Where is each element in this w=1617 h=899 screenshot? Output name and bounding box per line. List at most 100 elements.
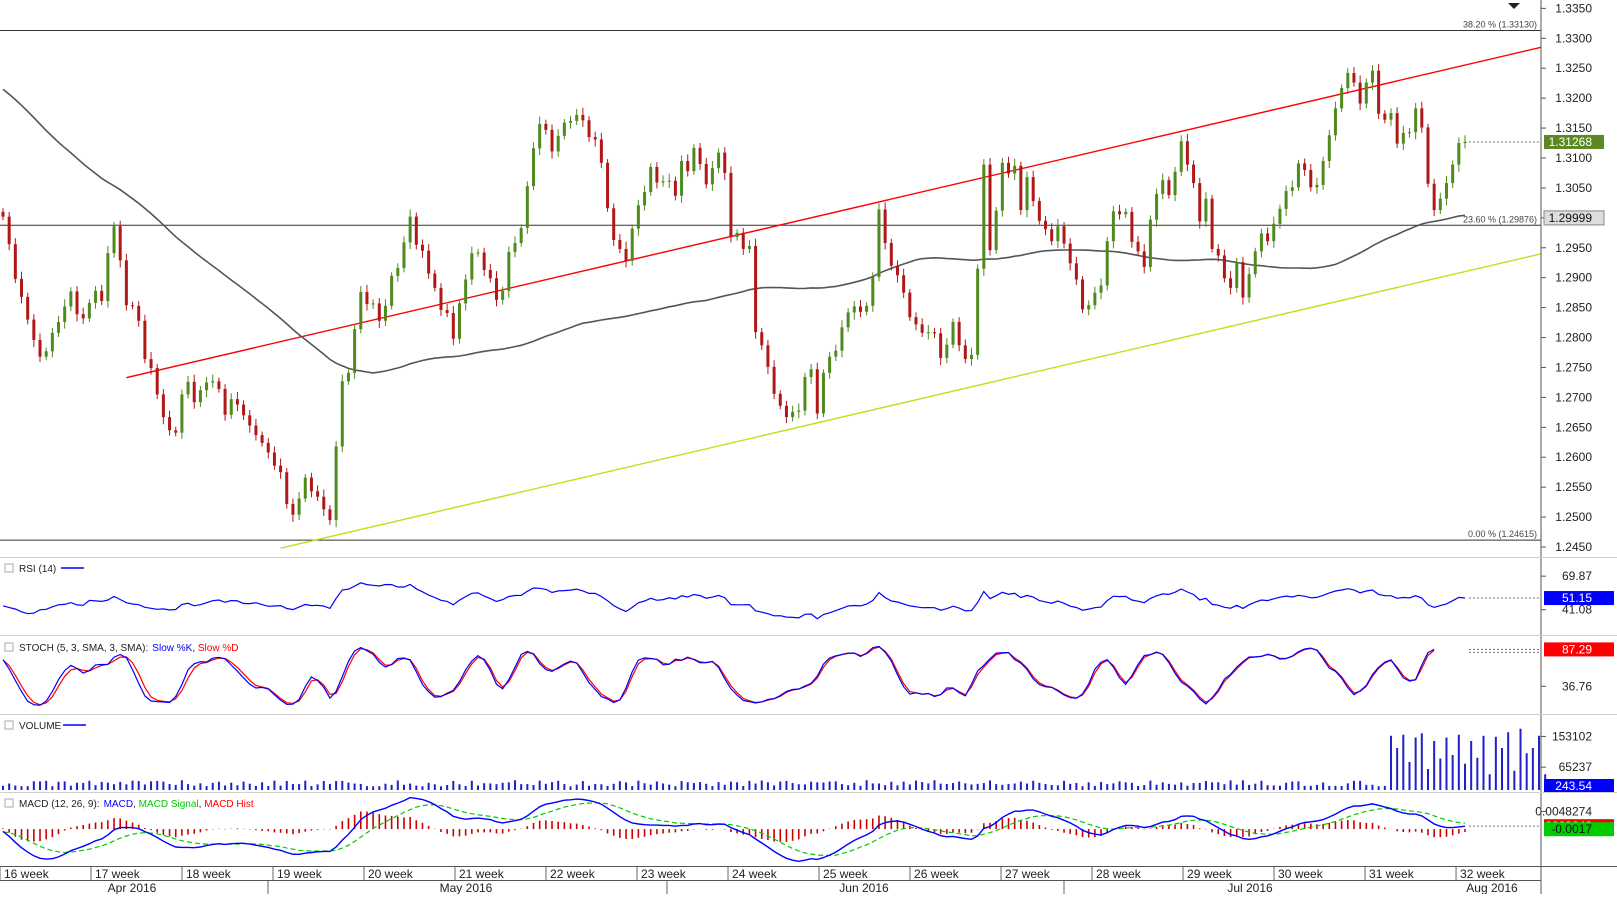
toggle-icon[interactable] bbox=[4, 563, 14, 573]
candlestick bbox=[939, 327, 943, 366]
candlestick bbox=[1007, 156, 1011, 178]
volume-bar bbox=[1494, 736, 1497, 790]
candlestick bbox=[1216, 244, 1220, 262]
volume-bar bbox=[94, 785, 97, 790]
volume-bar bbox=[655, 781, 658, 790]
candle-body bbox=[982, 164, 986, 269]
candlestick bbox=[390, 272, 394, 310]
candlestick bbox=[316, 485, 320, 501]
candle-body bbox=[488, 269, 492, 279]
toggle-icon[interactable] bbox=[4, 798, 14, 808]
candlestick bbox=[698, 143, 702, 170]
candle-body bbox=[624, 248, 628, 261]
volume-bar bbox=[779, 781, 782, 790]
volume-bar bbox=[415, 785, 418, 790]
volume-bar bbox=[439, 786, 442, 790]
candlestick bbox=[1284, 185, 1288, 217]
candle-body bbox=[87, 302, 91, 319]
candle-body bbox=[1235, 262, 1239, 288]
candlestick bbox=[1068, 238, 1072, 271]
rsi-axis-label: 69.87 bbox=[1562, 569, 1592, 583]
candlestick bbox=[1303, 158, 1307, 176]
channel-lower-line bbox=[280, 253, 1542, 549]
candlestick bbox=[575, 108, 579, 126]
candle-body bbox=[63, 306, 67, 322]
volume-bar bbox=[1137, 785, 1140, 790]
volume-bar bbox=[2, 785, 4, 790]
stoch-d-label: Slow %D bbox=[198, 643, 239, 654]
candlestick bbox=[396, 263, 400, 282]
macd-legend: MACD (12, 26, 9): MACD, MACD Signal, MACD… bbox=[4, 798, 254, 810]
candlestick bbox=[1383, 110, 1387, 124]
stoch-label: STOCH (5, 3, SMA, 3, SMA): Slow %K, Slow … bbox=[19, 643, 238, 654]
price-tick-label: 1.3200 bbox=[1555, 91, 1592, 105]
volume-bar bbox=[699, 782, 702, 790]
candle-body bbox=[1037, 201, 1041, 221]
volume-bar bbox=[248, 783, 251, 790]
candle-body bbox=[957, 321, 961, 346]
fibonacci-label: 38.20 % (1.33130) bbox=[1463, 20, 1537, 30]
candlestick bbox=[858, 299, 862, 318]
volume-bar bbox=[45, 780, 48, 790]
candle-body bbox=[118, 226, 122, 261]
volume-bar bbox=[427, 782, 430, 790]
toggle-icon[interactable] bbox=[4, 642, 14, 652]
candlestick bbox=[457, 299, 461, 344]
volume-bar bbox=[1513, 770, 1516, 790]
volume-bar bbox=[933, 780, 936, 790]
volume-bar bbox=[1420, 733, 1423, 790]
volume-bar bbox=[1235, 784, 1238, 790]
toggle-icon[interactable] bbox=[4, 720, 14, 730]
volume-bar bbox=[1192, 783, 1195, 790]
volume-bar bbox=[106, 782, 109, 790]
stoch-d-line bbox=[2, 646, 1435, 706]
volume-bar bbox=[896, 785, 899, 790]
candle-body bbox=[1327, 135, 1331, 161]
volume-bar bbox=[976, 783, 979, 790]
candle-body bbox=[402, 242, 406, 269]
candle-body bbox=[599, 139, 603, 163]
candlestick bbox=[1259, 228, 1263, 258]
volume-bar bbox=[606, 786, 609, 790]
volume-bar bbox=[310, 786, 313, 790]
candle-body bbox=[655, 166, 659, 183]
candlestick bbox=[38, 333, 42, 363]
candle-body bbox=[507, 251, 511, 291]
candle-body bbox=[470, 253, 474, 280]
candle-body bbox=[550, 129, 554, 152]
candle-body bbox=[1247, 274, 1251, 298]
candlestick bbox=[532, 142, 536, 191]
volume-bar bbox=[193, 785, 196, 790]
current-price-badge bbox=[1544, 134, 1604, 149]
candlestick bbox=[112, 222, 116, 258]
volume-bar bbox=[113, 784, 116, 790]
volume-bar bbox=[1032, 780, 1035, 790]
candlestick bbox=[346, 369, 350, 385]
candle-body bbox=[38, 339, 42, 357]
candle-body bbox=[297, 498, 301, 515]
candlestick bbox=[513, 236, 517, 258]
candle-body bbox=[741, 232, 745, 249]
candle-body bbox=[316, 491, 320, 497]
dropdown-arrow-icon[interactable] bbox=[1508, 3, 1520, 9]
week-label: 32 week bbox=[1460, 867, 1506, 881]
stoch-current-badge bbox=[1544, 642, 1614, 657]
candlestick bbox=[1438, 192, 1442, 215]
candle-body bbox=[1290, 187, 1294, 191]
volume-bar bbox=[1426, 769, 1429, 790]
candle-body bbox=[69, 291, 73, 307]
candlestick bbox=[451, 305, 455, 346]
volume-bar bbox=[1050, 784, 1053, 790]
candlestick bbox=[1315, 177, 1319, 194]
candlestick bbox=[982, 159, 986, 276]
candlestick bbox=[32, 314, 36, 348]
volume-bar bbox=[1396, 748, 1399, 790]
candlestick bbox=[1321, 156, 1325, 190]
candle-body bbox=[1284, 190, 1288, 209]
volume-bar bbox=[1167, 783, 1170, 790]
volume-bar bbox=[304, 780, 307, 790]
candlestick bbox=[180, 389, 184, 439]
candlestick bbox=[957, 317, 961, 352]
volume-bar bbox=[298, 784, 301, 790]
candle-body bbox=[1414, 108, 1418, 133]
